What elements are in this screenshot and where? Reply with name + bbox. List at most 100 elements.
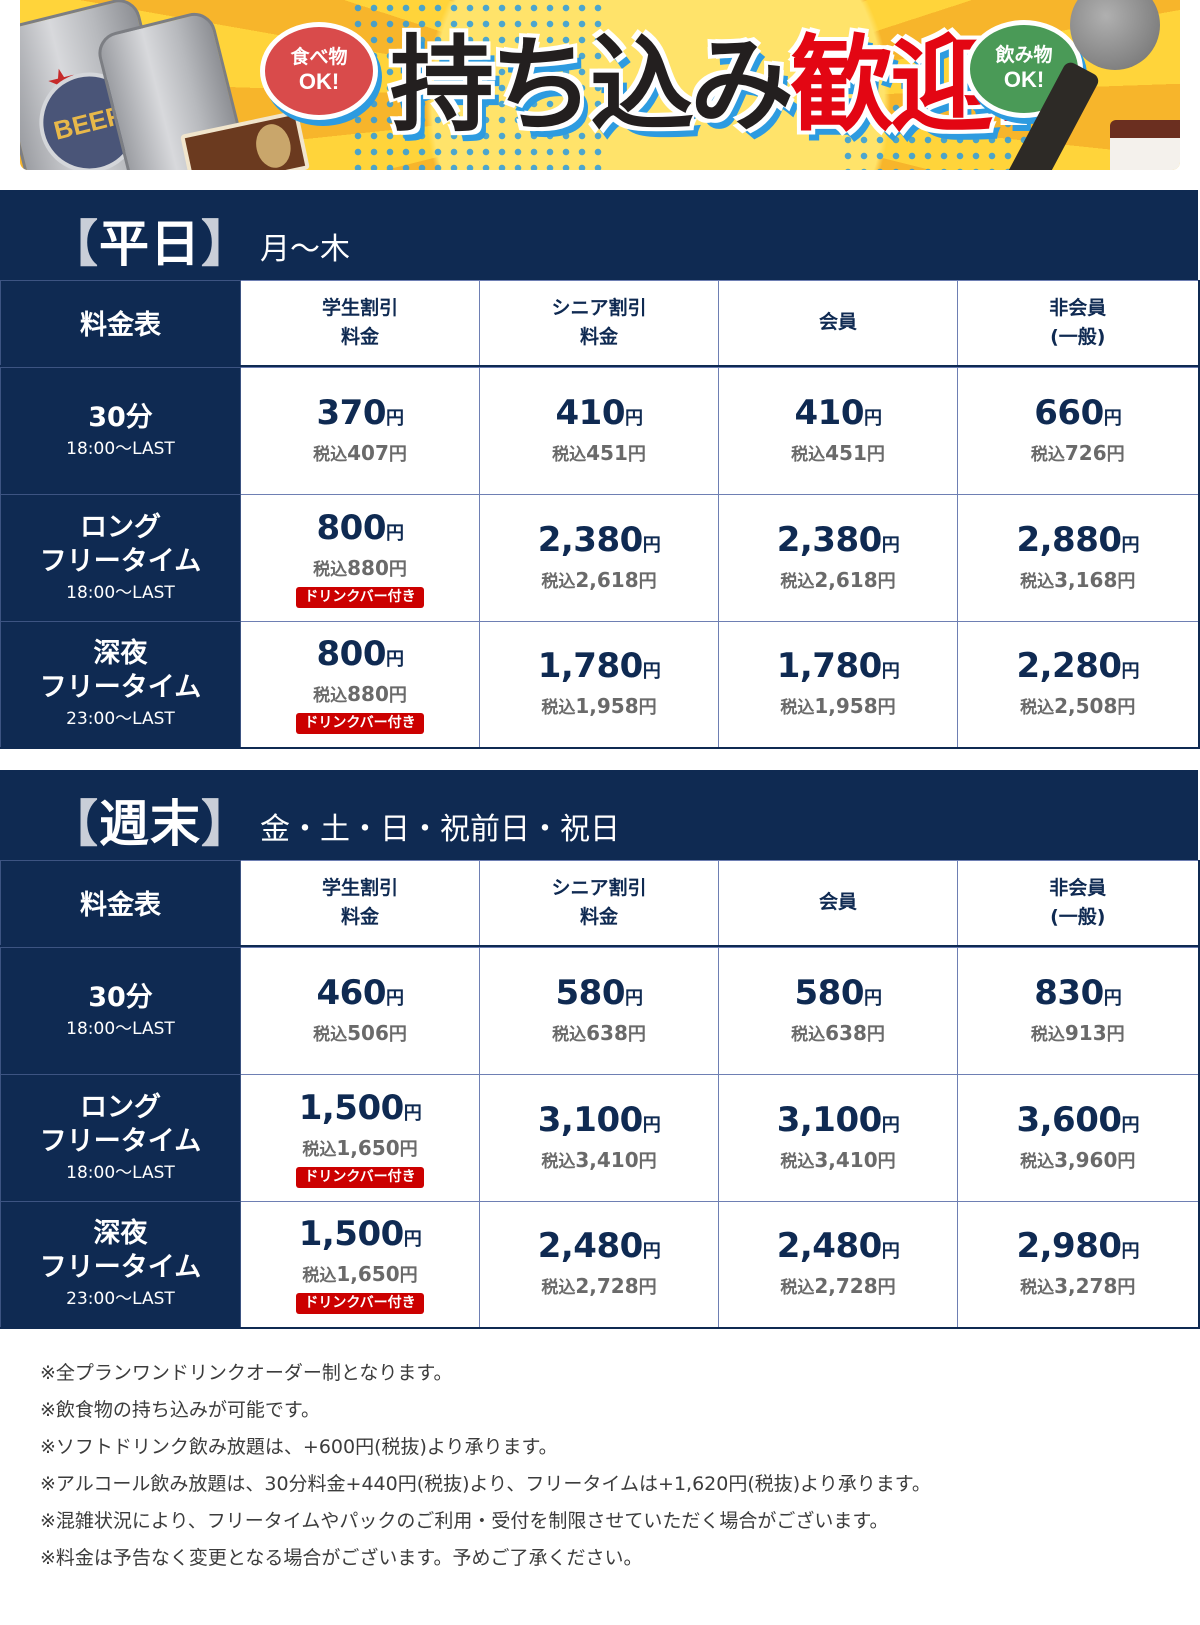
yen-unit: 円: [1117, 1150, 1136, 1172]
col-label: 学生割引: [321, 296, 398, 319]
plan-time-range: 23:00〜LAST: [66, 1289, 175, 1310]
weekend-pricing-section: 【週末】 金・土・日・祝前日・祝日 料金表 学生割引 料金 シニア割引 料金 会員 …: [0, 770, 1200, 1329]
price-cell: 2,480円 税込2,728円: [479, 1200, 719, 1329]
yen-unit: 円: [877, 697, 896, 719]
microphone-icon: [1070, 0, 1160, 70]
tax-included-label: 税込: [541, 1151, 576, 1172]
price-incl-tax: 税込638円: [480, 1019, 718, 1049]
plan-name: ロング: [80, 511, 161, 543]
yen-unit: 円: [863, 987, 882, 1009]
col-label: 料金: [579, 325, 618, 348]
drink-bar-badge: ドリンクバー付き: [296, 1293, 424, 1315]
bracket-close: 】: [201, 215, 252, 273]
price-table-label: 料金表: [0, 280, 241, 366]
col-label: 料金: [340, 325, 379, 348]
col-label: 非会員: [1049, 876, 1107, 899]
plan-name-cell: ロング フリータイム 18:00〜LAST: [0, 1073, 241, 1202]
price-excl-tax: 3,600円: [958, 1100, 1198, 1146]
tax-price-value: 638: [586, 1020, 628, 1045]
yen-unit: 円: [638, 697, 657, 719]
tax-price-value: 3,410: [814, 1147, 878, 1172]
tax-included-label: 税込: [541, 571, 576, 592]
price-excl-tax: 580円: [719, 973, 957, 1019]
col-label: シニア割引: [551, 876, 647, 899]
price-value: 1,780: [776, 646, 883, 687]
yen-unit: 円: [385, 987, 404, 1009]
tax-price-value: 1,650: [336, 1135, 400, 1160]
tax-price-value: 3,960: [1054, 1147, 1118, 1172]
price-value: 2,980: [1016, 1226, 1122, 1267]
price-excl-tax: 2,480円: [480, 1226, 718, 1272]
yen-unit: 円: [1121, 534, 1140, 556]
yen-unit: 円: [1121, 661, 1140, 683]
plan-time-range: 18:00〜LAST: [66, 1018, 175, 1039]
tax-included-label: 税込: [780, 1151, 815, 1172]
bracket-open: 【: [48, 795, 99, 853]
col-non-member: 非会員 (一般): [957, 860, 1199, 946]
yen-unit: 円: [385, 407, 404, 429]
tax-included-label: 税込: [313, 686, 348, 707]
col-senior-discount: シニア割引 料金: [479, 860, 719, 946]
price-value: 2,380: [776, 519, 883, 560]
yen-unit: 円: [877, 1277, 896, 1299]
weekday-days: 月〜木: [260, 232, 350, 267]
price-cell: 580円 税込638円: [718, 946, 958, 1075]
plan-name-line2: フリータイム: [39, 672, 202, 704]
drink-ok-text: OK!: [1003, 67, 1045, 92]
price-incl-tax: 税込2,618円: [719, 566, 957, 596]
plan-name: ロング: [80, 1091, 161, 1123]
tax-included-label: 税込: [780, 571, 815, 592]
tax-price-value: 3,410: [575, 1147, 639, 1172]
price-incl-tax: 税込3,410円: [719, 1146, 957, 1176]
tax-included-label: 税込: [780, 698, 815, 719]
price-incl-tax: 税込726円: [958, 439, 1198, 469]
price-incl-tax: 税込2,728円: [480, 1272, 718, 1302]
tax-included-label: 税込: [1020, 1151, 1055, 1172]
tax-price-value: 1,650: [336, 1262, 400, 1287]
price-incl-tax: 税込1,650円: [241, 1134, 479, 1164]
price-incl-tax: 税込451円: [480, 439, 718, 469]
note-item: ※混雑状況により、フリータイムやパックのご利用・受付を制限させていただく場合がご…: [40, 1510, 889, 1532]
plan-name-cell: 30分 18:00〜LAST: [0, 366, 241, 495]
yen-unit: 円: [638, 1150, 657, 1172]
price-value: 370: [316, 392, 387, 433]
col-member: 会員: [718, 280, 958, 366]
tax-included-label: 税込: [302, 1139, 337, 1160]
yen-unit: 円: [877, 570, 896, 592]
price-cell: 2,480円 税込2,728円: [718, 1200, 958, 1329]
tax-price-value: 2,728: [575, 1274, 639, 1299]
price-excl-tax: 410円: [480, 393, 718, 439]
plan-name: 深夜: [93, 1218, 148, 1250]
headline-black-text: 持ち込み: [390, 24, 794, 146]
price-cell: 2,980円 税込3,278円: [957, 1200, 1199, 1329]
price-incl-tax: 税込2,618円: [480, 566, 718, 596]
tax-price-value: 726: [1064, 440, 1107, 465]
price-excl-tax: 660円: [958, 393, 1198, 439]
price-value: 800: [316, 634, 387, 675]
food-ok-bubble: 食べ物 OK!: [260, 22, 378, 120]
note-item: ※ソフトドリンク飲み放題は、+600円(税抜)より承ります。: [40, 1436, 558, 1458]
yen-unit: 円: [624, 407, 643, 429]
tax-price-value: 2,508: [1054, 694, 1118, 719]
price-cell: 2,280円 税込2,508円: [957, 620, 1199, 749]
plan-name-line2: フリータイム: [39, 1252, 202, 1284]
drink-bar-badge: ドリンクバー付き: [296, 713, 424, 735]
yen-unit: 円: [642, 1241, 661, 1263]
price-excl-tax: 2,380円: [480, 520, 718, 566]
col-senior-discount: シニア割引 料金: [479, 280, 719, 366]
price-value: 2,480: [537, 1226, 644, 1267]
price-cell: 1,500円 税込1,650円 ドリンクバー付き: [240, 1200, 480, 1329]
price-cell: 1,780円 税込1,958円: [718, 620, 958, 749]
tax-included-label: 税込: [313, 444, 348, 465]
table-row: 深夜 フリータイム 23:00〜LAST 800円 税込880円 ドリンクバー付き 1,78…: [0, 620, 1199, 749]
yen-unit: 円: [881, 534, 900, 556]
plan-time-range: 23:00〜LAST: [66, 709, 175, 730]
tax-price-value: 451: [586, 440, 628, 465]
tax-included-label: 税込: [302, 1266, 337, 1287]
table-row: ロング フリータイム 18:00〜LAST 800円 税込880円 ドリンクバー付き 2,3…: [0, 493, 1199, 622]
col-label: 会員: [818, 311, 857, 334]
plan-name-cell: 深夜 フリータイム 23:00〜LAST: [0, 1200, 241, 1329]
plan-name-cell: 30分 18:00〜LAST: [0, 946, 241, 1075]
yen-unit: 円: [1103, 987, 1122, 1009]
